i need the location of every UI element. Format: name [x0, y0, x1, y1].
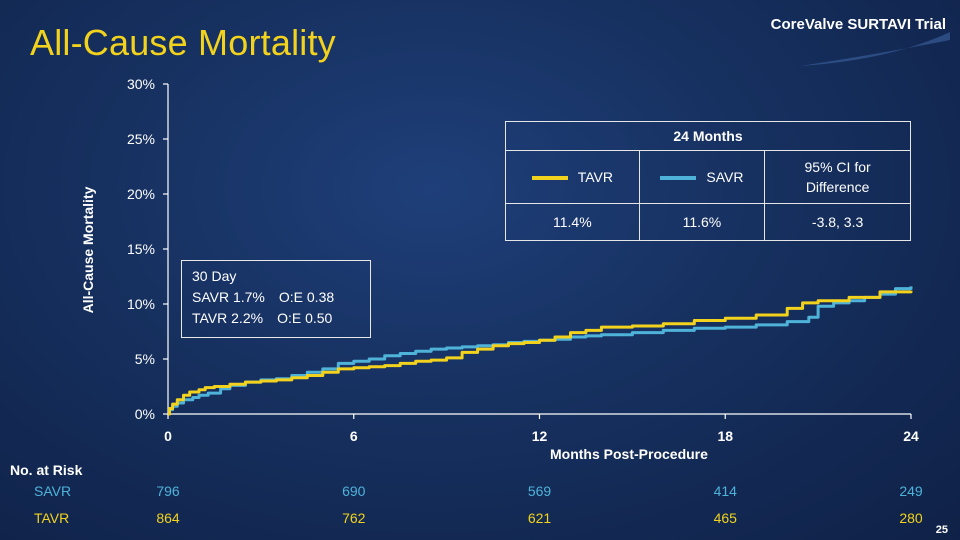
trial-name: CoreValve SURTAVI Trial — [770, 16, 946, 33]
series-line-tavr — [168, 290, 913, 416]
risk-label-savr: SAVR — [34, 483, 72, 499]
summary-col-ci: 95% CI for Difference — [764, 150, 911, 204]
risk-table-heading: No. at Risk — [10, 462, 83, 478]
risk-count-savr: 569 — [527, 483, 552, 499]
thirty-day-tavr-rate: TAVR 2.2% — [192, 310, 264, 326]
y-tick-label: 25% — [127, 131, 155, 147]
risk-count-savr: 690 — [342, 483, 366, 499]
risk-count-savr: 796 — [156, 483, 180, 499]
y-tick-label: 30% — [127, 76, 155, 92]
ci-header-line2: Difference — [805, 179, 870, 195]
tavr-legend-label: TAVR — [577, 169, 613, 185]
tavr-legend-swatch — [531, 176, 568, 181]
thirty-day-savr-rate: SAVR 1.7% — [192, 289, 265, 305]
slide-number: 25 — [935, 524, 948, 536]
risk-count-tavr: 621 — [527, 510, 552, 526]
x-axis-label: Months Post-Procedure — [550, 446, 708, 462]
ci-value: -3.8, 3.3 — [764, 203, 911, 241]
thirty-day-row-savr: SAVR 1.7% O:E 0.38 — [192, 287, 370, 308]
thirty-day-savr-oe: O:E 0.38 — [278, 289, 335, 305]
savr-legend-label: SAVR — [706, 169, 744, 185]
risk-count-tavr: 762 — [342, 510, 366, 526]
y-tick-label: 5% — [135, 351, 155, 367]
ci-header-line1: 95% CI for — [804, 159, 871, 175]
tavr-value: 11.4% — [505, 203, 640, 241]
x-tick-label: 18 — [717, 428, 733, 444]
risk-count-tavr: 864 — [156, 510, 180, 526]
y-tick-label: 20% — [127, 186, 155, 202]
x-tick-label: 24 — [903, 428, 919, 444]
savr-legend-swatch — [660, 176, 697, 181]
x-tick-label: 12 — [532, 428, 548, 444]
risk-label-tavr: TAVR — [34, 510, 70, 526]
thirty-day-heading: 30 Day — [192, 268, 237, 284]
summary-table-header: 24 Months — [505, 121, 911, 151]
thirty-day-row-tavr: TAVR 2.2% O:E 0.50 — [192, 308, 370, 329]
savr-value: 11.6% — [638, 203, 766, 241]
risk-count-tavr: 280 — [899, 510, 923, 526]
risk-count-savr: 414 — [713, 483, 737, 499]
y-tick-label: 0% — [135, 406, 155, 422]
page-title: All-Cause Mortality — [30, 22, 336, 63]
series-line-savr — [168, 286, 913, 416]
y-tick-label: 10% — [127, 296, 155, 312]
risk-count-tavr: 465 — [713, 510, 737, 526]
y-tick-label: 15% — [127, 241, 155, 257]
x-tick-label: 6 — [350, 428, 358, 444]
summary-col-tavr: TAVR — [505, 150, 640, 204]
thirty-day-tavr-oe: O:E 0.50 — [277, 310, 333, 326]
thirty-day-box: 30 Day SAVR 1.7% O:E 0.38 TAVR 2.2% O:E 0.… — [181, 260, 371, 338]
y-axis-label: All-Cause Mortality — [80, 186, 96, 314]
summary-table: 24 Months TAVR SAVR 95% CI for Differenc… — [505, 121, 911, 241]
x-tick-label: 0 — [164, 428, 172, 444]
risk-count-savr: 249 — [899, 483, 923, 499]
summary-col-savr: SAVR — [638, 150, 766, 204]
